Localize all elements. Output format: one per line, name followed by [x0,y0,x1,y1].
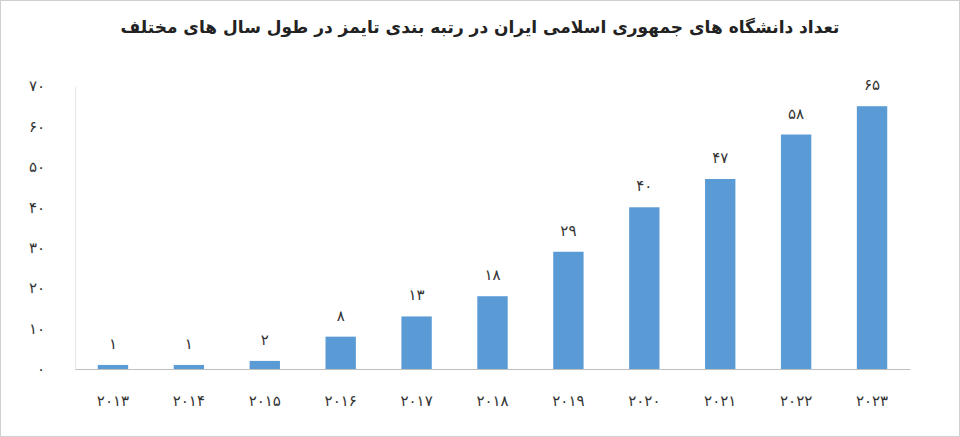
bar [857,106,887,369]
x-tick-label: ۲۰۱۷ [400,392,432,410]
data-labels: ۱ ۱ ۲ ۸ ۱۳ ۱۸ ۲۹ ۴۰ ۴۷ ۵۸ ۶۵ [109,76,880,353]
y-axis-line [75,87,76,370]
x-axis-line [76,369,911,370]
bar [98,365,128,369]
chart: تعداد دانشگاه های جمهوری اسلامی ایران در… [0,0,960,437]
title: تعداد دانشگاه های جمهوری اسلامی ایران در… [121,17,840,38]
data-label: ۵۸ [788,105,804,123]
bar [326,337,356,369]
data-label: ۴۷ [712,149,728,167]
data-label: ۴۰ [636,177,652,195]
x-tick-label: ۲۰۱۶ [325,392,357,410]
data-label: ۱۸ [484,266,500,284]
x-tick-label: ۲۰۱۸ [476,392,508,410]
x-tick-label: ۲۰۲۲ [780,392,812,410]
bar [705,179,735,369]
x-tick: ۲۰۱۵ [249,369,281,410]
x-tick-label: ۲۰۲۱ [704,392,736,410]
y-tick-label: ۶۰ [29,118,45,136]
x-axis: ۲۰۱۳ ۲۰۱۴ ۲۰۱۵ ۲۰۱۶ ۲۰۱۷ ۲۰۱۸ ۲۰۱۹ ۲۰۲۰ ۲۰۲۱ ۲۰۲۲… [76,369,911,410]
y-tick-label: ۰ [37,360,45,378]
y-tick: ۳۰ [29,239,75,257]
bar [174,365,204,369]
x-tick-label: ۲۰۱۹ [552,392,584,410]
y-tick: ۶۰ [29,118,75,136]
data-label: ۱ [185,335,193,353]
data-label: ۶۵ [864,76,880,94]
y-tick: ۷۰ [29,77,75,95]
data-label: ۱ [109,335,117,353]
y-tick-label: ۵۰ [29,158,45,176]
x-tick: ۲۰۲۰ [628,369,660,410]
bar [781,135,811,369]
y-tick: ۱۰ [29,320,75,338]
data-label: ۸ [337,307,345,325]
chart-frame [1,1,960,437]
bar [401,316,431,369]
data-label: ۱۳ [409,286,425,304]
x-tick: ۲۰۱۷ [400,369,432,410]
x-tick: ۲۰۲۳ [856,369,888,410]
x-tick-label: ۲۰۲۳ [856,392,888,410]
y-axis: ۰ ۱۰ ۲۰ ۳۰ ۴۰ ۵۰ ۶۰ ۷۰ [29,77,76,378]
bars [98,106,887,369]
x-tick: ۲۰۲۲ [780,369,812,410]
x-tick: ۲۰۱۶ [325,369,357,410]
data-label: ۲ [261,331,269,349]
bar [477,296,507,369]
y-tick-label: ۳۰ [29,239,45,257]
x-tick-label: ۲۰۱۴ [173,392,205,410]
x-tick: ۲۰۱۹ [552,369,584,410]
y-tick: ۵۰ [29,158,75,176]
y-tick-label: ۱۰ [29,320,45,338]
bar [250,361,280,369]
y-tick: ۲۰ [29,279,75,297]
x-tick: ۲۰۱۳ [97,369,129,410]
y-tick-label: ۴۰ [29,199,45,217]
bar [629,207,659,369]
bar [553,252,583,369]
x-tick-label: ۲۰۲۰ [628,392,660,410]
y-tick-label: ۲۰ [29,279,45,297]
x-tick-label: ۲۰۱۵ [249,392,281,410]
x-tick-label: ۲۰۱۳ [97,392,129,410]
data-label: ۲۹ [560,222,576,240]
y-tick: ۴۰ [29,199,75,217]
y-tick-label: ۷۰ [29,77,45,95]
x-tick: ۲۰۱۸ [476,369,508,410]
x-tick: ۲۰۱۴ [173,369,205,410]
y-tick: ۰ [37,360,75,378]
x-tick: ۲۰۲۱ [704,369,736,410]
plot: ۰۱۰۲۰۳۰۴۰۵۰۶۰۷۰۲۰۱۳۲۰۱۴۲۰۱۵۲۰۱۶۲۰۱۷۲۰۱۸۲… [29,76,911,409]
